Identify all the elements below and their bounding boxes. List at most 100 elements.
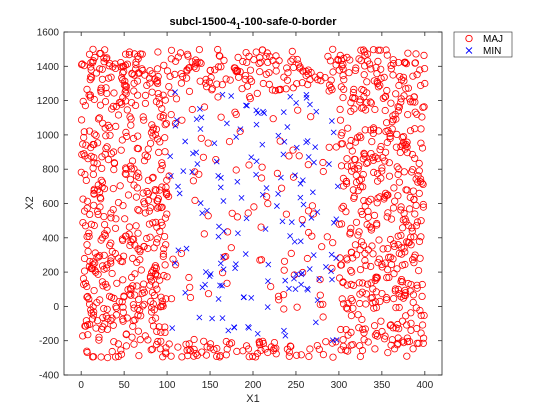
maj-point xyxy=(329,68,337,76)
min-point xyxy=(253,158,260,165)
maj-point xyxy=(282,85,290,93)
maj-point xyxy=(357,134,365,142)
maj-point xyxy=(357,56,365,65)
maj-point xyxy=(381,332,389,340)
maj-point xyxy=(361,126,369,134)
maj-point xyxy=(79,332,87,340)
min-point xyxy=(307,101,313,108)
maj-point xyxy=(364,207,372,215)
maj-point xyxy=(337,83,345,91)
maj-point xyxy=(289,146,297,154)
maj-point xyxy=(342,325,350,334)
maj-point xyxy=(161,134,169,142)
maj-point xyxy=(337,220,346,228)
maj-point xyxy=(122,90,130,98)
maj-point xyxy=(370,322,379,330)
maj-point xyxy=(96,49,104,58)
min-point xyxy=(282,277,289,284)
maj-point xyxy=(407,326,415,334)
maj-point xyxy=(125,230,133,238)
maj-point xyxy=(125,223,133,231)
maj-point xyxy=(196,58,204,66)
maj-point xyxy=(125,50,133,59)
maj-point xyxy=(101,46,109,54)
maj-point xyxy=(99,282,107,290)
maj-point xyxy=(85,232,93,241)
maj-point xyxy=(403,338,412,346)
maj-point xyxy=(119,308,127,316)
maj-point xyxy=(133,144,141,152)
maj-point xyxy=(246,75,254,83)
maj-point xyxy=(225,138,234,146)
maj-point xyxy=(167,295,176,303)
min-point xyxy=(293,99,300,106)
maj-point xyxy=(149,219,157,227)
maj-point xyxy=(88,315,97,323)
maj-point xyxy=(243,58,251,67)
maj-point xyxy=(218,81,226,89)
maj-point xyxy=(136,50,144,58)
y-tick-label: 1200 xyxy=(37,96,60,107)
maj-point xyxy=(103,264,111,272)
maj-point xyxy=(223,345,231,353)
maj-point xyxy=(370,304,378,312)
maj-point xyxy=(249,352,257,360)
maj-point xyxy=(317,77,325,85)
min-point xyxy=(291,238,298,245)
maj-point xyxy=(337,346,345,354)
maj-point xyxy=(118,74,126,82)
maj-point xyxy=(364,246,372,254)
maj-point xyxy=(293,55,301,64)
maj-point xyxy=(410,195,418,203)
maj-point xyxy=(354,311,362,319)
maj-point xyxy=(325,87,333,95)
maj-point xyxy=(378,167,386,175)
maj-point xyxy=(111,64,120,73)
maj-point xyxy=(163,191,171,199)
maj-point xyxy=(96,101,105,109)
maj-point xyxy=(128,333,136,341)
maj-point xyxy=(153,327,161,335)
min-point xyxy=(193,116,200,123)
maj-point xyxy=(222,351,230,359)
maj-point xyxy=(394,170,402,179)
min-point xyxy=(225,327,232,334)
maj-point xyxy=(395,178,403,186)
maj-point xyxy=(135,351,143,360)
maj-point xyxy=(152,187,160,195)
maj-point xyxy=(298,216,306,224)
min-point xyxy=(333,216,340,223)
maj-point xyxy=(160,271,168,280)
maj-point xyxy=(188,58,196,66)
maj-point xyxy=(397,275,406,284)
maj-point xyxy=(274,292,283,300)
maj-point xyxy=(418,179,426,187)
min-point xyxy=(253,121,260,128)
min-point xyxy=(312,144,319,151)
title-subscript: 1 xyxy=(236,22,241,31)
maj-point xyxy=(132,222,140,230)
maj-point xyxy=(112,353,120,361)
min-point xyxy=(297,194,304,201)
min-point xyxy=(219,282,225,289)
maj-point xyxy=(376,81,384,90)
maj-point xyxy=(121,170,129,178)
maj-point xyxy=(377,65,385,73)
maj-point xyxy=(159,353,167,361)
maj-point xyxy=(80,133,88,142)
maj-point xyxy=(383,86,391,95)
maj-point xyxy=(383,51,391,59)
maj-point xyxy=(162,295,170,303)
maj-point xyxy=(154,197,162,205)
maj-point xyxy=(393,163,401,171)
min-point xyxy=(282,332,289,339)
maj-point xyxy=(183,50,192,58)
maj-point xyxy=(141,91,150,100)
maj-point xyxy=(272,350,280,358)
maj-point xyxy=(329,353,337,361)
maj-point xyxy=(140,116,148,124)
maj-point xyxy=(258,163,266,171)
maj-point xyxy=(186,283,194,291)
maj-point xyxy=(389,71,397,79)
maj-point xyxy=(355,176,364,184)
